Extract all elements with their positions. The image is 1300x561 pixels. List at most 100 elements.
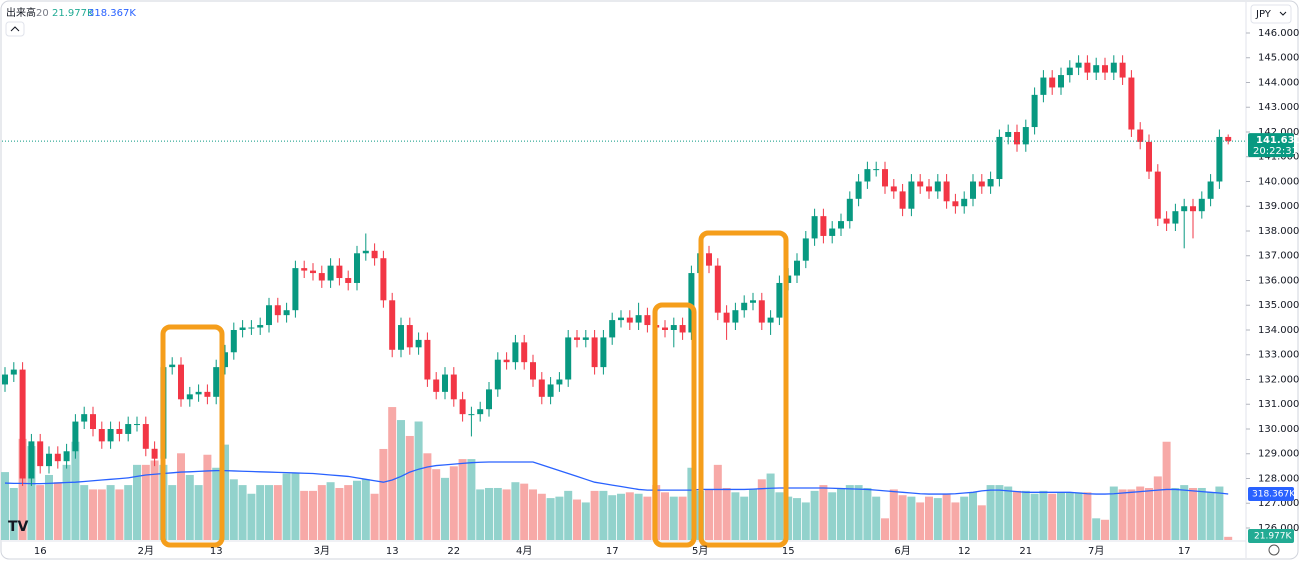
volume-bar (740, 496, 749, 540)
candle-body (741, 302, 748, 311)
last-price-badge (1248, 133, 1294, 158)
candle-body (1102, 65, 1108, 73)
volume-bar (722, 487, 731, 540)
candle-body (1163, 218, 1170, 224)
volume-bar (951, 502, 960, 540)
y-tick-label: 132.000 (1258, 374, 1299, 385)
candle-body (468, 414, 475, 416)
candle-body (248, 327, 255, 329)
candle-body (987, 179, 994, 187)
volume-bar (960, 496, 969, 540)
volume-badge (1248, 529, 1294, 543)
candle-body (811, 216, 818, 239)
volume-bar (863, 487, 872, 540)
candle-body (635, 315, 642, 323)
volume-bar (933, 498, 942, 540)
candle-body (354, 253, 360, 283)
volume-bar (713, 464, 722, 540)
volume-bar (775, 492, 784, 540)
volume-bar (238, 485, 247, 540)
candle-body (424, 339, 431, 380)
x-tick-label: 15 (782, 546, 795, 557)
y-tick-label: 139.000 (1258, 201, 1299, 212)
annotations (160, 230, 789, 548)
candle-body (318, 273, 325, 281)
volume-bar (1013, 490, 1021, 540)
candle-body (125, 424, 132, 434)
collapse-button[interactable] (5, 21, 25, 37)
volume-bar (537, 493, 546, 540)
volume-bar (1145, 487, 1153, 540)
x-tick-label: 17 (1178, 546, 1191, 557)
currency-button[interactable] (1250, 4, 1292, 24)
volume-badge-label: 21.977K (1254, 532, 1292, 542)
y-tick-label: 128.000 (1258, 473, 1299, 484)
volume-bar (581, 502, 590, 540)
countdown: 20:22:31 (1253, 146, 1298, 157)
candle-body (767, 317, 774, 323)
volume-bar (115, 489, 124, 540)
volume-bar (45, 474, 53, 540)
x-tick-label: 12 (958, 546, 971, 557)
volume-bar (291, 473, 300, 540)
volume-bar (1004, 486, 1013, 540)
candle-body (204, 391, 211, 397)
volume-bar (141, 464, 150, 540)
volume-bar (432, 469, 441, 540)
candle-body (521, 342, 528, 363)
candle-body (1225, 136, 1232, 142)
x-tick-label: 7月 (1088, 545, 1104, 557)
volume-bar (986, 485, 995, 540)
volume-bar (124, 485, 133, 540)
candle-body (626, 317, 633, 323)
volume-bar (643, 496, 652, 540)
candle-body (362, 250, 369, 254)
candle-body (107, 428, 114, 442)
y-tick-label: 137.000 (1258, 251, 1299, 262)
candle-body (829, 228, 836, 236)
candle-body (961, 198, 968, 207)
y-tick-label: 141.000 (1258, 152, 1299, 163)
y-tick-label: 144.000 (1258, 77, 1299, 88)
volume-bar (916, 502, 925, 540)
volume-bar (423, 453, 432, 540)
candle-body (1154, 171, 1161, 219)
candle-body (380, 258, 387, 301)
candle-body (477, 409, 484, 415)
volume-bar (388, 407, 397, 540)
y-tick-label: 145.000 (1258, 53, 1299, 64)
x-tick-label: 13 (210, 546, 223, 557)
candle-body (327, 265, 334, 281)
candle-body (723, 312, 730, 323)
candle-body (1022, 127, 1029, 145)
candle-body (1031, 94, 1038, 128)
volume-bar (282, 473, 291, 540)
volume-bar (828, 492, 837, 540)
candle-body (943, 181, 950, 202)
y-tick-label: 135.000 (1258, 300, 1299, 311)
candle-body (1198, 198, 1205, 212)
candle-body (371, 250, 378, 259)
candle-body (239, 327, 246, 330)
candle-body (618, 317, 624, 321)
candle-body (547, 384, 554, 397)
x-tick-label: 13 (386, 546, 399, 557)
y-tick-label: 143.000 (1258, 102, 1299, 113)
candle-body (415, 339, 422, 348)
volume-bar (669, 496, 678, 540)
volume-bar (502, 489, 511, 540)
x-tick-label: 4月 (516, 545, 532, 557)
volume-bar (229, 479, 238, 540)
volume-bar (405, 435, 414, 540)
candle-body (257, 325, 264, 328)
volume-bar (9, 487, 18, 540)
settings-button[interactable] (1268, 544, 1280, 556)
candle-body (178, 364, 184, 400)
volume-bar (168, 485, 177, 540)
volume-bar (749, 489, 757, 540)
logo: TV (8, 519, 29, 535)
currency: JPY (1255, 9, 1272, 20)
candle-body (46, 453, 52, 467)
volume-bar (881, 518, 889, 540)
indicator-length: 20 (36, 8, 49, 19)
